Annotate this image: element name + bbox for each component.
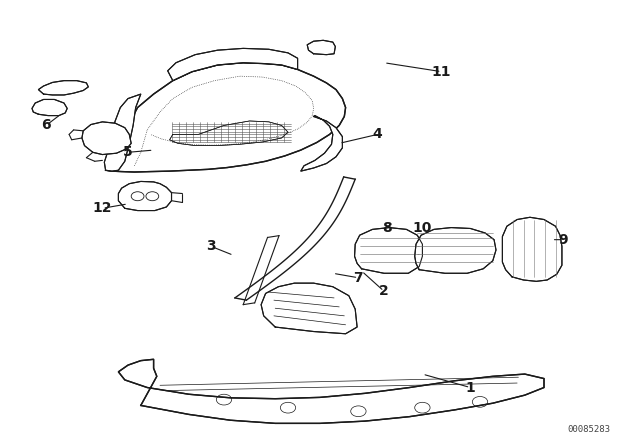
Polygon shape	[38, 81, 88, 95]
Polygon shape	[235, 177, 355, 300]
Text: 11: 11	[432, 65, 451, 79]
Polygon shape	[168, 48, 298, 81]
Text: 4: 4	[372, 127, 383, 142]
Text: 7: 7	[353, 271, 364, 285]
Text: 1: 1	[465, 380, 476, 395]
Text: 10: 10	[413, 221, 432, 236]
Polygon shape	[32, 99, 67, 116]
Polygon shape	[307, 40, 335, 55]
Polygon shape	[104, 94, 141, 171]
Polygon shape	[118, 359, 544, 423]
Text: 9: 9	[558, 233, 568, 247]
Polygon shape	[502, 217, 562, 281]
Polygon shape	[355, 228, 422, 273]
Polygon shape	[261, 283, 357, 334]
Text: 00085283: 00085283	[567, 425, 611, 434]
Polygon shape	[82, 122, 131, 155]
Polygon shape	[118, 181, 172, 211]
Text: 6: 6	[41, 118, 51, 133]
Polygon shape	[415, 228, 496, 273]
Text: 8: 8	[382, 221, 392, 236]
Polygon shape	[170, 121, 288, 146]
Text: 2: 2	[379, 284, 389, 298]
Text: 3: 3	[206, 239, 216, 254]
Polygon shape	[301, 116, 342, 171]
Text: 5: 5	[123, 145, 133, 159]
Polygon shape	[243, 236, 279, 305]
Polygon shape	[106, 63, 346, 172]
Text: 12: 12	[93, 201, 112, 215]
